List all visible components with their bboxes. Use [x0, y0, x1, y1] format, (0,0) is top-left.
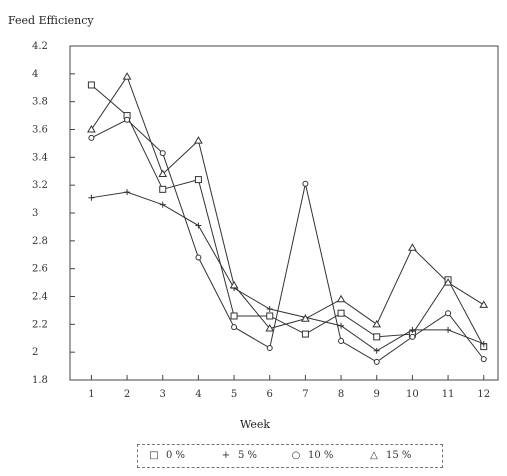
data-point-square [266, 312, 274, 320]
series-line-3 [90, 75, 484, 330]
x-tick-label: 11 [442, 389, 455, 400]
x-tick-label: 8 [338, 389, 344, 400]
y-tick-label: 2.4 [32, 292, 48, 303]
data-point-triangle [443, 278, 453, 286]
square-marker-icon: □ [149, 450, 159, 461]
y-tick-label: 3 [32, 208, 38, 219]
y-tick-label: 2.8 [32, 236, 48, 247]
x-tick-label: 4 [195, 389, 201, 400]
data-point-plus [338, 322, 345, 329]
legend-item-2: ○ 10 % [290, 445, 334, 467]
y-tick-label: 4 [32, 69, 38, 80]
data-point-triangle [372, 319, 382, 328]
data-point-plus [409, 326, 416, 333]
data-point-circle [302, 180, 309, 187]
data-point-square [159, 185, 167, 193]
data-point-plus [266, 306, 273, 313]
x-axis-label: Week [240, 418, 270, 431]
data-point-plus [159, 201, 166, 208]
x-tick-label: 1 [88, 389, 94, 400]
data-point-circle [480, 356, 487, 363]
y-axis-label: Feed Efficiency [8, 14, 94, 27]
series-line-0 [91, 84, 485, 347]
data-point-circle [266, 344, 273, 351]
data-point-circle [409, 333, 416, 340]
y-tick-label: 2.6 [32, 264, 48, 275]
x-tick-label: 3 [160, 389, 166, 400]
data-point-circle [195, 254, 202, 261]
series-line-2 [91, 119, 485, 363]
data-point-plus [195, 222, 202, 229]
x-tick-label: 10 [406, 389, 419, 400]
legend-label: 5 % [238, 450, 258, 461]
legend-label: 15 % [386, 450, 412, 461]
y-axis: 1.8 2 2.2 2.4 2.6 2.8 3 3.2 3.4 3.6 3.8 4 4.2 [32, 41, 75, 386]
y-tick-label: 4.2 [32, 41, 48, 52]
data-point-triangle [265, 324, 275, 332]
series-line-1 [91, 191, 484, 352]
data-point-plus [88, 194, 95, 201]
data-point-square [337, 309, 345, 317]
series-markers [87, 72, 489, 365]
data-point-triangle [479, 300, 489, 308]
data-point-triangle [336, 294, 346, 303]
legend-item-3: △ 15 % [368, 445, 411, 467]
x-tick-label: 9 [374, 389, 380, 400]
y-tick-label: 3.6 [32, 125, 48, 136]
x-tick-label: 12 [477, 389, 490, 400]
legend-label: 10 % [308, 450, 334, 461]
triangle-marker-icon: △ [370, 450, 378, 461]
y-tick-label: 3.2 [32, 180, 48, 191]
data-point-circle [445, 310, 452, 317]
x-tick-label: 7 [302, 389, 308, 400]
legend-item-1: +5 % [220, 445, 257, 467]
plus-marker-icon: + [221, 450, 231, 461]
data-point-square [87, 81, 95, 89]
legend: □ 0 % +5 % ○ 10 % △ 15 % [137, 444, 443, 468]
data-point-triangle [87, 125, 96, 133]
data-point-triangle [194, 136, 203, 144]
data-point-triangle [408, 243, 417, 251]
y-tick-label: 2 [32, 347, 38, 358]
x-tick-label: 5 [231, 389, 237, 400]
data-point-plus [373, 347, 380, 354]
x-axis: 1 2 3 4 5 6 7 8 9 10 11 12 [88, 375, 490, 400]
data-point-triangle [122, 72, 132, 80]
data-point-triangle [158, 169, 168, 178]
data-point-plus [480, 340, 487, 347]
data-point-square [194, 176, 202, 184]
data-point-triangle [301, 314, 310, 322]
data-point-circle [88, 134, 95, 141]
x-tick-label: 2 [124, 389, 130, 400]
data-point-square [230, 312, 238, 320]
data-point-square [301, 330, 309, 338]
x-tick-label: 6 [267, 389, 273, 400]
y-tick-label: 1.8 [32, 375, 48, 386]
y-tick-label: 2.2 [32, 319, 48, 330]
y-tick-label: 3.4 [32, 152, 48, 163]
y-tick-label: 3.8 [32, 97, 48, 108]
data-point-circle [338, 338, 345, 345]
data-point-plus [445, 326, 452, 333]
data-point-triangle [229, 280, 239, 289]
circle-marker-icon: ○ [291, 450, 301, 461]
series-lines [90, 75, 485, 363]
data-point-circle [124, 116, 131, 123]
data-point-plus [124, 189, 131, 196]
data-point-square [373, 333, 381, 341]
legend-label: 0 % [166, 450, 186, 461]
data-point-circle [159, 150, 166, 157]
data-point-circle [373, 358, 380, 365]
data-point-circle [231, 324, 238, 331]
legend-item-0: □ 0 % [148, 445, 185, 467]
